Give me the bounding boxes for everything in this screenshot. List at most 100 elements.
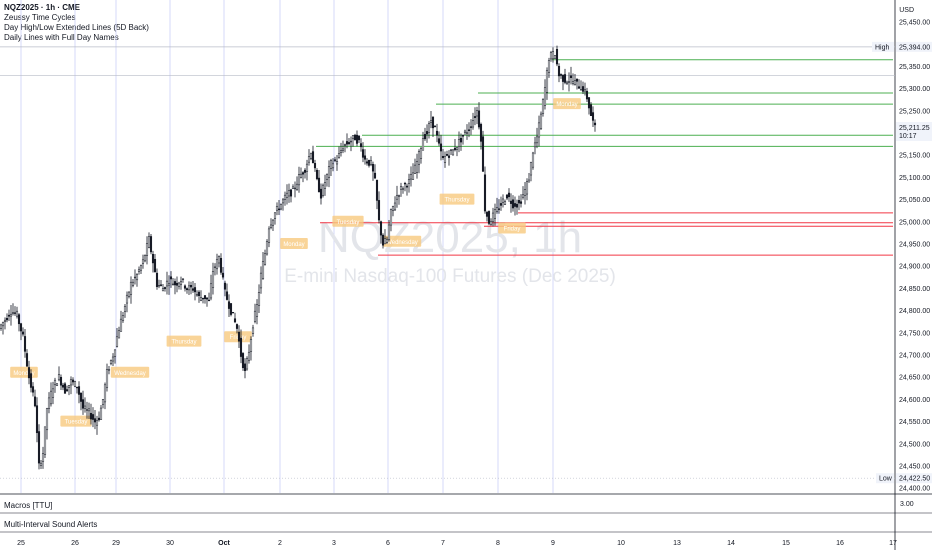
candle-body bbox=[123, 305, 127, 312]
symbol-title[interactable]: NQZ2025 · 1h · CME bbox=[4, 3, 81, 12]
candle-body bbox=[47, 397, 51, 409]
candle-body bbox=[139, 265, 143, 271]
candle-body bbox=[469, 126, 473, 128]
indicator-time-cycles[interactable]: Zeussy Time Cycles bbox=[4, 13, 76, 22]
y-tick-label: 24,450.00 bbox=[899, 464, 930, 471]
candle-body bbox=[275, 206, 279, 211]
candle-body bbox=[429, 120, 433, 123]
candle-body bbox=[497, 208, 501, 210]
candle-body bbox=[331, 163, 335, 169]
candle-body bbox=[285, 192, 289, 198]
candle-body bbox=[545, 70, 549, 93]
candle-body bbox=[549, 52, 553, 60]
x-tick-label: 15 bbox=[782, 540, 790, 547]
candle-body bbox=[109, 360, 113, 364]
candle-body bbox=[157, 285, 161, 287]
candle-body bbox=[213, 266, 217, 268]
candle-body bbox=[381, 234, 385, 246]
candle-body bbox=[455, 146, 459, 150]
candle-body bbox=[287, 190, 291, 197]
candle-body bbox=[523, 189, 527, 196]
candle-body bbox=[305, 163, 309, 172]
candle-body bbox=[237, 331, 241, 342]
candle-body bbox=[147, 236, 151, 248]
candle-body bbox=[97, 417, 101, 421]
candle-body bbox=[215, 259, 219, 270]
candle-body bbox=[121, 315, 125, 321]
countdown-label: 10:17 bbox=[899, 133, 917, 140]
candle-body bbox=[231, 311, 235, 314]
candle-body bbox=[535, 136, 539, 144]
candle-body bbox=[243, 363, 247, 371]
candle-body bbox=[577, 86, 581, 89]
candle-body bbox=[297, 174, 301, 186]
candle-body bbox=[383, 238, 387, 245]
candle-body bbox=[301, 172, 305, 175]
candle-body bbox=[411, 172, 415, 180]
weekday-label: Friday bbox=[504, 226, 521, 232]
alerts-pane-label[interactable]: Multi-Interval Sound Alerts bbox=[4, 520, 98, 529]
candle-body bbox=[343, 144, 347, 146]
candle-body bbox=[337, 153, 341, 158]
candle-body bbox=[205, 297, 209, 300]
candle-body bbox=[435, 130, 439, 136]
candle-body bbox=[445, 154, 449, 156]
weekday-label-box bbox=[166, 335, 202, 347]
candle-body bbox=[155, 272, 159, 287]
candle-body bbox=[553, 55, 557, 59]
candle-body bbox=[415, 160, 419, 173]
candle-body bbox=[517, 200, 521, 204]
candle-body bbox=[25, 353, 29, 367]
macros-pane-label[interactable]: Macros [TTU] bbox=[4, 501, 53, 510]
candle-body bbox=[283, 194, 287, 200]
candle-body bbox=[245, 358, 249, 370]
candle-body bbox=[159, 284, 163, 286]
candle-body bbox=[453, 147, 457, 151]
candle-body bbox=[461, 134, 465, 137]
candle-body bbox=[563, 74, 567, 83]
candle-body bbox=[519, 201, 523, 204]
candle-body bbox=[543, 87, 547, 106]
candle-body bbox=[233, 318, 237, 323]
candle-body bbox=[137, 269, 141, 272]
candle-body bbox=[419, 148, 423, 159]
candle-body bbox=[473, 116, 477, 118]
candle-body bbox=[451, 149, 455, 156]
candle-body bbox=[53, 379, 57, 386]
candle-body bbox=[11, 312, 15, 314]
candle-body bbox=[143, 255, 147, 262]
indicator-day-high-low[interactable]: Day High/Low Extended Lines (5D Back) bbox=[4, 23, 149, 32]
low-tag-label: Low bbox=[879, 476, 893, 483]
indicator-daily-lines[interactable]: Daily Lines with Full Day Names bbox=[4, 33, 119, 42]
candle-body bbox=[255, 304, 259, 317]
candle-body bbox=[271, 219, 275, 226]
candle-body bbox=[27, 367, 31, 379]
candle-body bbox=[167, 283, 171, 286]
candle-body bbox=[197, 291, 201, 296]
candle-body bbox=[29, 373, 33, 388]
candle-body bbox=[321, 184, 325, 196]
candle-body bbox=[151, 253, 155, 264]
weekday-label: Thursday bbox=[171, 340, 196, 346]
candle-body bbox=[83, 405, 87, 409]
candle-body bbox=[357, 135, 361, 141]
x-tick-label: 29 bbox=[112, 540, 120, 547]
low-tag-value: 24,422.50 bbox=[899, 476, 930, 483]
y-tick-label: 24,950.00 bbox=[899, 242, 930, 249]
candle-body bbox=[89, 412, 93, 420]
candle-body bbox=[65, 389, 69, 392]
currency-label[interactable]: USD bbox=[899, 7, 914, 14]
x-tick-label: 13 bbox=[673, 540, 681, 547]
x-tick-label: 9 bbox=[551, 540, 555, 547]
weekday-label-box bbox=[439, 193, 475, 205]
candle-body bbox=[361, 149, 365, 158]
x-tick-label: 26 bbox=[71, 540, 79, 547]
candle-body bbox=[261, 261, 265, 279]
candle-body bbox=[537, 122, 541, 138]
candle-body bbox=[45, 408, 49, 431]
candle-body bbox=[267, 228, 271, 243]
candle-body bbox=[347, 142, 351, 145]
candle-body bbox=[39, 462, 43, 466]
